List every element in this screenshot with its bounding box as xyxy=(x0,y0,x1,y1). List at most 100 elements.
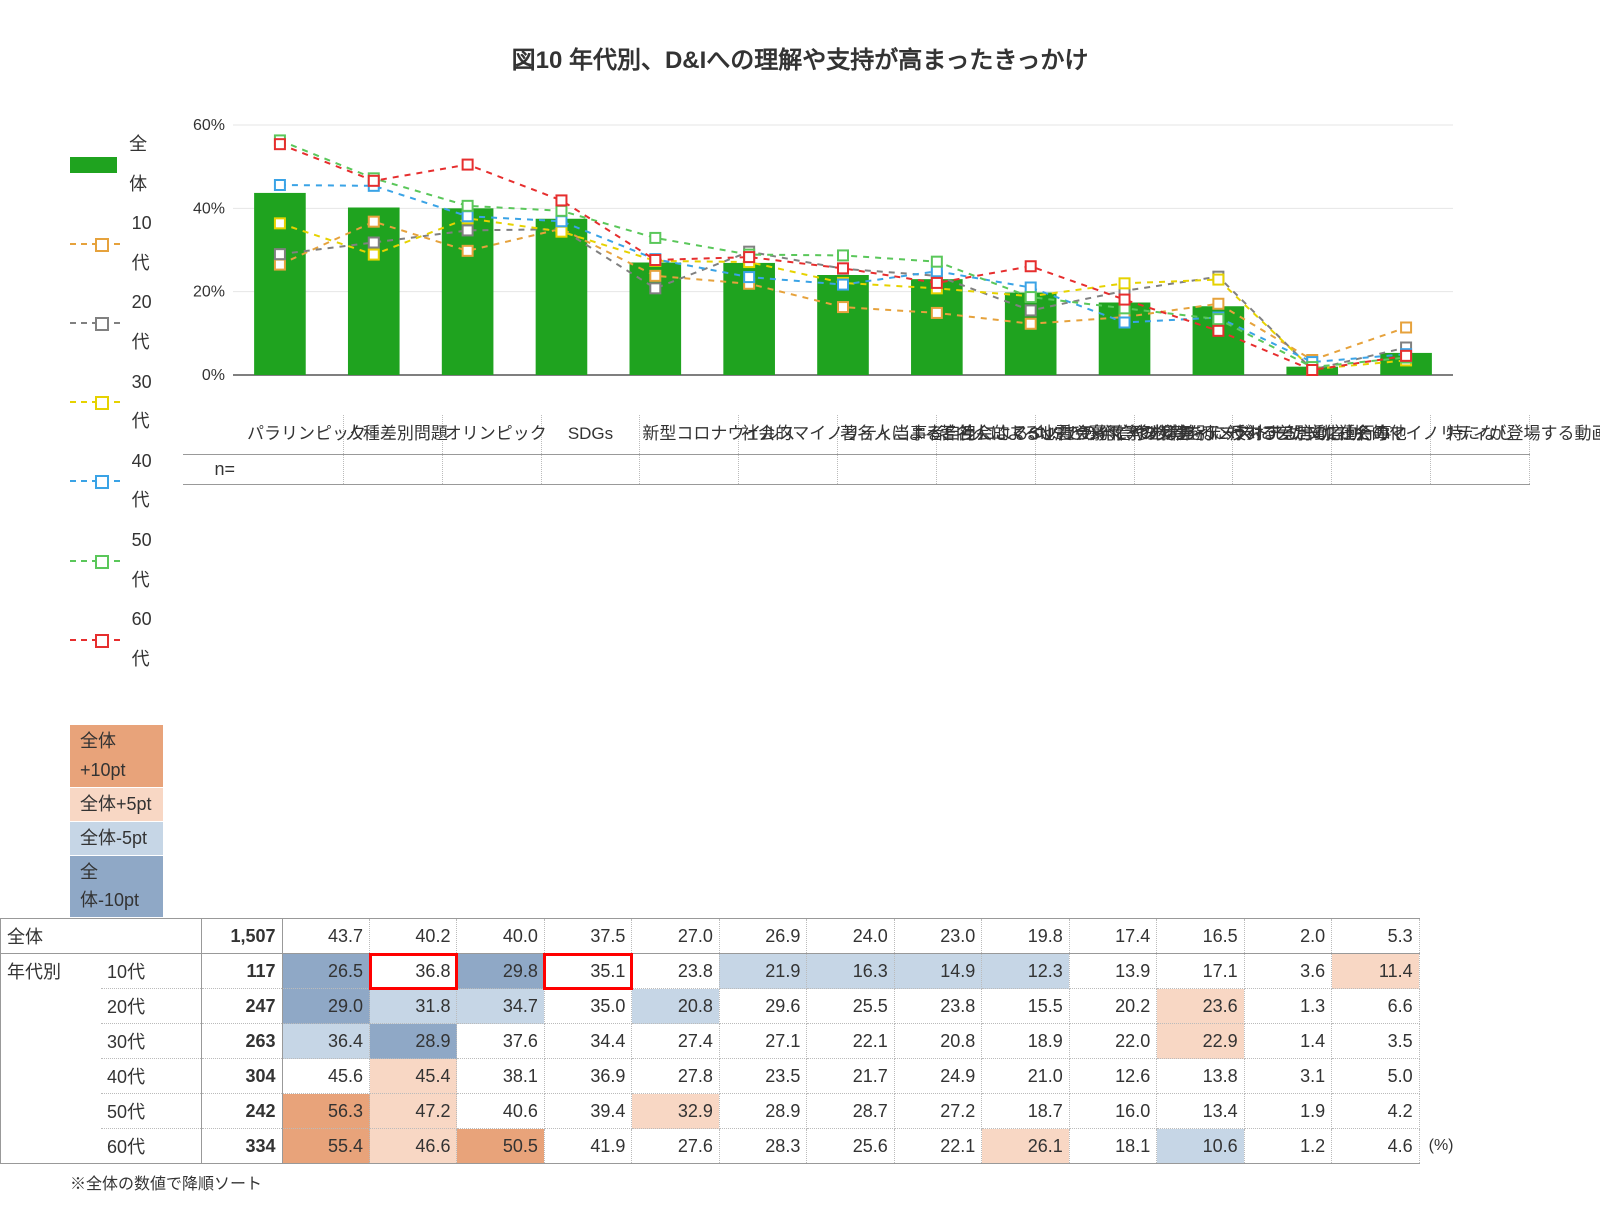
data-cell: 22.1 xyxy=(894,1129,981,1164)
legend-line-label: 60代 xyxy=(132,600,163,679)
category-header-7: 著名人による、社会的マイノリティに対する差別の言動 xyxy=(936,415,1035,454)
bar-3 xyxy=(536,219,588,375)
marker-s10-6 xyxy=(838,302,848,312)
data-cell: 34.7 xyxy=(457,989,544,1024)
marker-s30-1 xyxy=(369,250,379,260)
data-cell: 35.0 xyxy=(544,989,631,1024)
data-cell: 26.5 xyxy=(282,954,369,989)
marker-s10-8 xyxy=(1026,319,1036,329)
pct-unit: (%) xyxy=(1419,1129,1459,1164)
table-row: 全体1,50743.740.240.037.527.026.924.023.01… xyxy=(1,919,1460,954)
marker-s60-10 xyxy=(1213,326,1223,336)
marker-s10-4 xyxy=(650,271,660,281)
data-cell: 25.5 xyxy=(807,989,894,1024)
data-cell: 16.5 xyxy=(1157,919,1244,954)
data-cell: 45.6 xyxy=(282,1059,369,1094)
data-cell: 18.7 xyxy=(982,1094,1069,1129)
n-header-label: n= xyxy=(183,454,245,484)
legend-line-0: 10代 xyxy=(70,204,163,283)
n-cell: 242 xyxy=(202,1094,282,1129)
data-cell: 13.4 xyxy=(1157,1094,1244,1129)
data-cell: 36.4 xyxy=(282,1024,369,1059)
n-cell: 117 xyxy=(202,954,282,989)
legend-bar-swatch xyxy=(70,157,117,173)
row-all-label: 全体 xyxy=(1,919,202,954)
category-header-6: 著名人による、社会的マイノリティに対する差別に反対する言動 xyxy=(838,415,937,454)
data-table: 全体1,50743.740.240.037.527.026.924.023.01… xyxy=(0,918,1460,1164)
data-cell: 28.9 xyxy=(370,1024,457,1059)
marker-s60-5 xyxy=(744,252,754,262)
n-cell: 263 xyxy=(202,1024,282,1059)
chart-title: 図10 年代別、D&Iへの理解や支持が高まったきっかけ xyxy=(70,40,1530,75)
table-row: 50代24256.347.240.639.432.928.928.727.218… xyxy=(1,1094,1460,1129)
data-cell: 15.5 xyxy=(982,989,1069,1024)
marker-s60-12 xyxy=(1401,351,1411,361)
marker-s50-4 xyxy=(650,233,660,243)
data-cell: 38.1 xyxy=(457,1059,544,1094)
marker-s50-8 xyxy=(1026,292,1036,302)
data-cell: 35.1 xyxy=(544,954,631,989)
combined-chart: 0%20%40%60% xyxy=(183,115,1473,415)
chart-area: 0%20%40%60% パラリンピック人種差別問題オリンピックSDGs新型コロナ… xyxy=(183,115,1530,485)
marker-s10-0 xyxy=(275,260,285,270)
data-cell: 20.8 xyxy=(894,1024,981,1059)
legend-line-label: 50代 xyxy=(132,521,163,600)
row-sub-label: 60代 xyxy=(101,1129,202,1164)
bar-1 xyxy=(348,208,400,376)
data-cell: 40.2 xyxy=(370,919,457,954)
legend-line-4: 50代 xyxy=(70,521,163,600)
marker-s20-2 xyxy=(463,225,473,235)
marker-s20-4 xyxy=(650,283,660,293)
marker-s60-4 xyxy=(650,255,660,265)
hl-legend-item-1: 全体+5pt xyxy=(70,788,163,821)
legend-line-label: 30代 xyxy=(132,363,163,442)
marker-s60-7 xyxy=(932,278,942,288)
marker-s20-0 xyxy=(275,249,285,259)
marker-s20-1 xyxy=(369,238,379,248)
legend-line-1: 20代 xyxy=(70,283,163,362)
data-cell: 23.8 xyxy=(632,954,719,989)
marker-s40-5 xyxy=(744,272,754,282)
data-cell: 40.0 xyxy=(457,919,544,954)
marker-s40-6 xyxy=(838,280,848,290)
data-cell: 41.9 xyxy=(544,1129,631,1164)
legend-line-swatch xyxy=(70,315,120,331)
data-cell: 43.7 xyxy=(282,919,369,954)
data-cell: 22.1 xyxy=(807,1024,894,1059)
legend-line-label: 20代 xyxy=(132,283,163,362)
data-cell: 28.7 xyxy=(807,1094,894,1129)
legend-all: 全体 xyxy=(70,125,163,204)
data-cell: 23.8 xyxy=(894,989,981,1024)
data-cell: 46.6 xyxy=(370,1129,457,1164)
data-cell: 34.4 xyxy=(544,1024,631,1059)
n-cell: 247 xyxy=(202,989,282,1024)
marker-s30-9 xyxy=(1120,278,1130,288)
data-cell: 17.1 xyxy=(1157,954,1244,989)
marker-s60-2 xyxy=(463,160,473,170)
legend-line-3: 40代 xyxy=(70,442,163,521)
category-header-10: ストーリーに社会的マイノリティが登場する動画コンテンツ xyxy=(1233,415,1332,454)
marker-s40-0 xyxy=(275,180,285,190)
legend-line-swatch xyxy=(70,553,120,569)
upper-section: 全体 10代 20代 30代 40代 50代 60代 全体+10pt全体+5pt… xyxy=(70,115,1530,918)
legend-line-2: 30代 xyxy=(70,363,163,442)
marker-s60-11 xyxy=(1307,365,1317,375)
data-cell: 27.8 xyxy=(632,1059,719,1094)
data-cell: 21.9 xyxy=(719,954,806,989)
data-cell: 29.6 xyxy=(719,989,806,1024)
data-cell: 23.6 xyxy=(1157,989,1244,1024)
marker-s10-1 xyxy=(369,217,379,227)
data-cell: 28.9 xyxy=(719,1094,806,1129)
category-header-0: パラリンピック xyxy=(245,415,343,454)
legend-line-swatch xyxy=(70,473,120,489)
category-header-2: オリンピック xyxy=(442,415,541,454)
data-cell: 4.2 xyxy=(1332,1094,1419,1129)
data-cell: 26.9 xyxy=(719,919,806,954)
category-header-8: 地震や豪雨等の災害 xyxy=(1035,415,1134,454)
category-header-5: 社会的マイノリティ当事者自身によるSNSでの発信や出演するメディア xyxy=(739,415,838,454)
marker-s40-2 xyxy=(463,211,473,221)
data-cell: 36.9 xyxy=(544,1059,631,1094)
data-cell: 11.4 xyxy=(1332,954,1419,989)
category-header-1: 人種差別問題 xyxy=(343,415,442,454)
data-cell: 16.3 xyxy=(807,954,894,989)
